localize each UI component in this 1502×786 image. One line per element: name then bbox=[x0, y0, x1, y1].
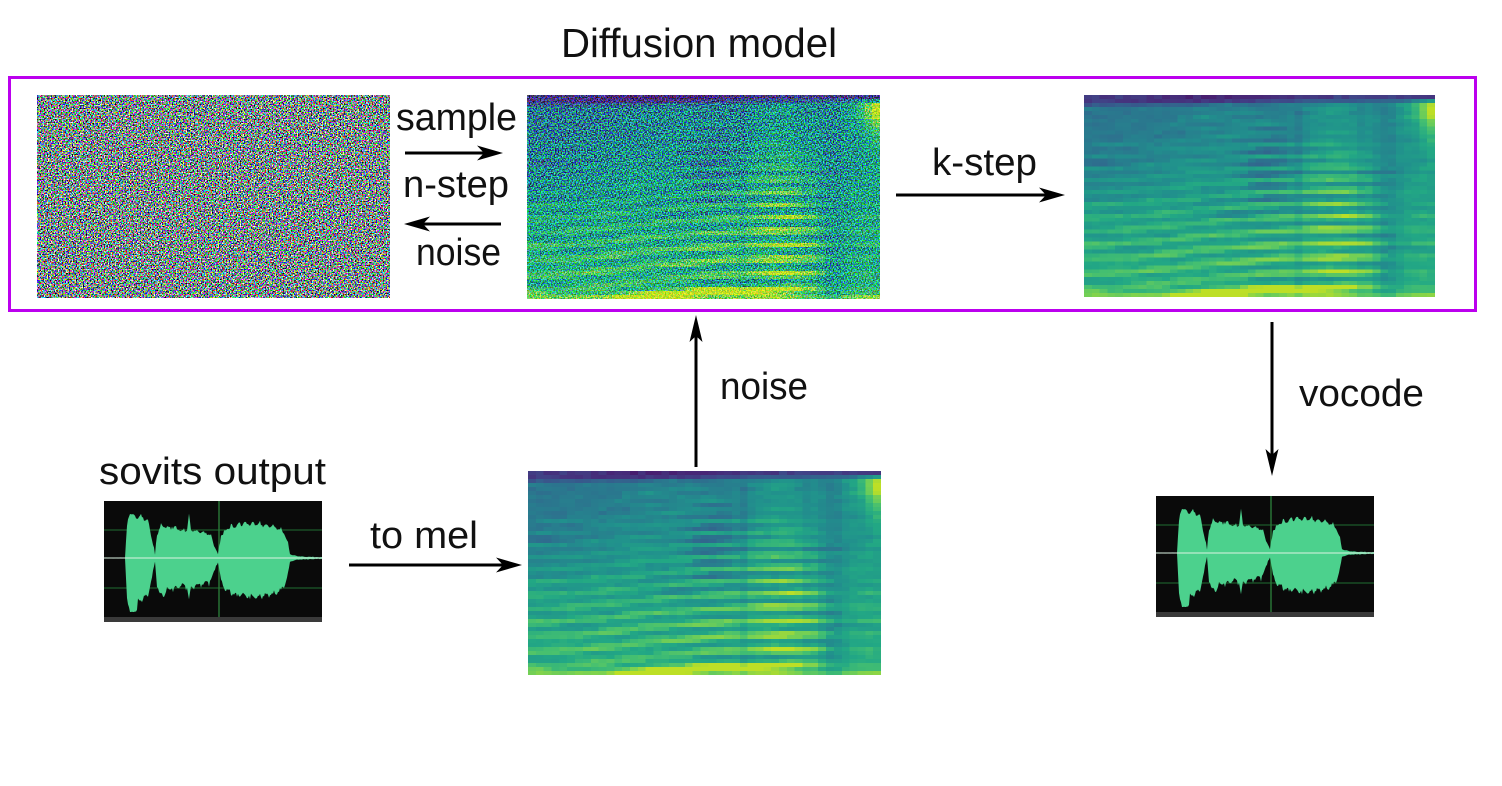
svg-text:Diffusion model: Diffusion model bbox=[561, 20, 837, 66]
svg-text:vocode: vocode bbox=[1299, 373, 1424, 415]
svg-text:to mel: to mel bbox=[370, 515, 478, 557]
svg-text:noise: noise bbox=[416, 232, 501, 274]
svg-text:sample: sample bbox=[396, 97, 517, 139]
svg-text:k-step: k-step bbox=[932, 142, 1037, 184]
svg-text:noise: noise bbox=[720, 366, 808, 408]
svg-text:sovits output: sovits output bbox=[99, 451, 326, 493]
svg-text:n-step: n-step bbox=[403, 164, 509, 206]
